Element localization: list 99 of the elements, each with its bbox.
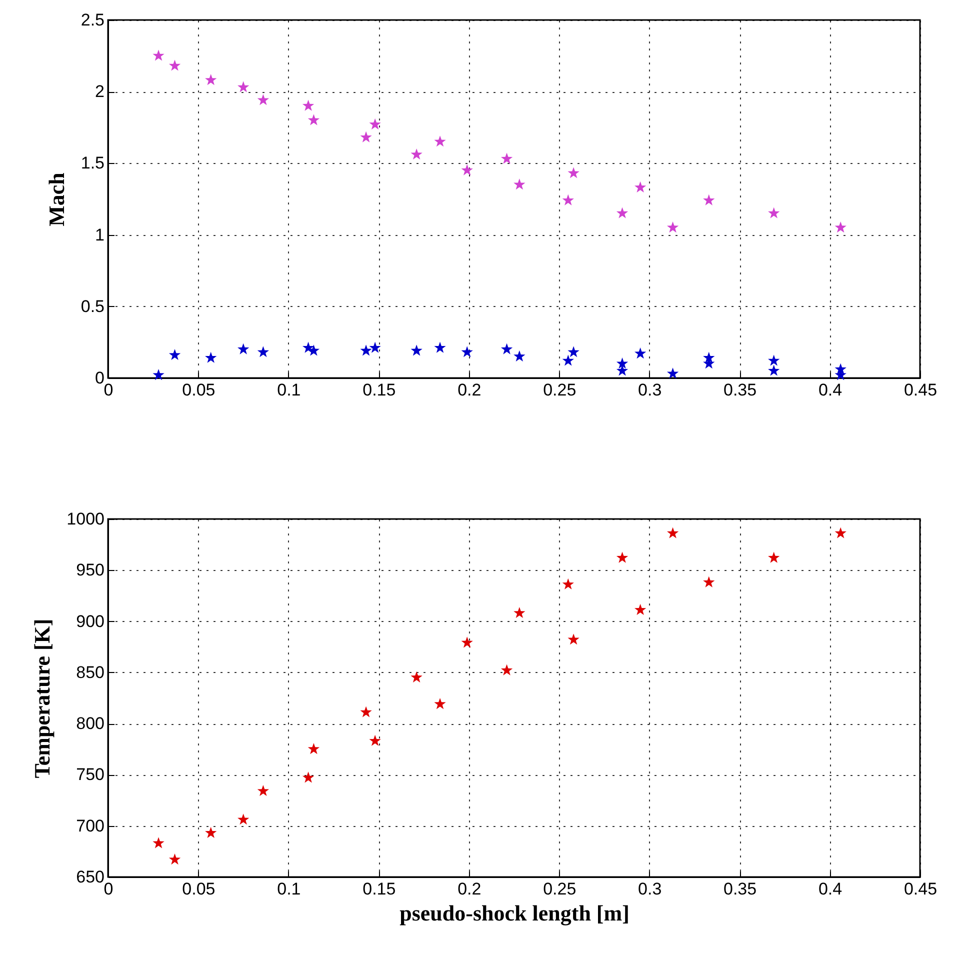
point <box>768 364 780 376</box>
point <box>360 706 372 718</box>
point <box>666 527 679 538</box>
y-tick-label: 900 <box>76 612 104 631</box>
y-tick-label: 950 <box>76 560 104 580</box>
x-tick-label: 0.25 <box>543 880 576 898</box>
x-tick-label: 0.45 <box>904 880 938 898</box>
point <box>238 814 250 825</box>
point <box>410 344 422 356</box>
point <box>703 194 715 206</box>
x-tick-label: 0.3 <box>638 880 662 898</box>
y-tick-label: 1 <box>95 225 104 244</box>
x-tick-label: 0.05 <box>182 880 216 898</box>
x-tick-label: 0.45 <box>904 380 938 400</box>
x-tick-label: 0.15 <box>362 380 396 400</box>
point <box>616 358 628 369</box>
point <box>666 368 679 379</box>
point <box>634 348 646 359</box>
point <box>616 207 628 218</box>
x-tick-label: 0.4 <box>818 880 842 898</box>
point <box>434 342 446 353</box>
point <box>500 152 513 164</box>
point <box>568 634 580 645</box>
point <box>168 348 181 360</box>
point <box>634 604 646 615</box>
point <box>360 131 372 142</box>
point <box>205 74 217 86</box>
y-tick-label: 650 <box>76 868 104 886</box>
y-tick-label: 2 <box>95 82 104 102</box>
point <box>369 118 381 130</box>
y-tick-label: 850 <box>76 662 104 682</box>
point <box>834 222 846 233</box>
point <box>308 114 320 126</box>
point <box>562 194 574 206</box>
point <box>666 222 679 233</box>
point <box>500 343 513 354</box>
x-tick-label: 0.35 <box>724 880 757 898</box>
point <box>514 606 526 618</box>
point <box>461 636 473 648</box>
x-tick-label: 0.2 <box>458 380 482 400</box>
y-tick-label: 700 <box>76 816 104 836</box>
y-tick-label: 1000 <box>66 510 104 528</box>
point <box>568 167 580 178</box>
x-tick-label: 0.35 <box>724 380 757 400</box>
x-axis-title: pseudo-shock length [m] <box>400 900 630 926</box>
point <box>500 664 513 676</box>
x-tick-label: 0.3 <box>638 380 662 400</box>
point <box>152 50 164 61</box>
x-tick-label: 0.2 <box>458 880 482 898</box>
y-tick-label: 750 <box>76 765 104 784</box>
point <box>768 354 780 366</box>
x-tick-label: 0.15 <box>362 880 396 898</box>
y-tick-label: 1.5 <box>80 154 104 173</box>
point <box>514 350 526 362</box>
point <box>308 743 320 754</box>
point <box>205 352 217 363</box>
point <box>434 136 446 147</box>
point <box>461 164 473 176</box>
point <box>369 342 381 353</box>
point <box>302 100 314 111</box>
x-tick-label: 0.4 <box>818 380 842 400</box>
y-axis-title: Temperature [K] <box>30 618 55 778</box>
x-tick-label: 0.1 <box>277 380 301 400</box>
point <box>152 369 164 380</box>
point <box>410 148 422 160</box>
point <box>238 343 250 354</box>
point <box>168 60 181 71</box>
y-tick-label: 0.5 <box>80 296 104 316</box>
point <box>703 576 715 588</box>
point <box>568 346 580 358</box>
point <box>168 853 181 865</box>
point <box>434 698 446 710</box>
point <box>257 94 270 106</box>
x-tick-label: 0.1 <box>277 880 301 898</box>
y-tick-label: 800 <box>76 714 104 734</box>
x-tick-label: 0.05 <box>182 380 216 400</box>
x-tick-label: 0.25 <box>543 380 576 400</box>
point <box>257 784 270 796</box>
point <box>514 178 526 190</box>
point <box>302 772 314 783</box>
point <box>152 837 164 848</box>
point <box>238 81 250 92</box>
point <box>834 527 846 538</box>
y-axis-title: Mach <box>44 172 69 226</box>
point <box>562 578 574 590</box>
point <box>410 671 422 682</box>
point <box>205 826 217 838</box>
point <box>369 734 381 746</box>
point <box>616 552 628 563</box>
y-tick-label: 2.5 <box>80 10 104 30</box>
point <box>461 346 473 358</box>
point <box>616 364 628 376</box>
point <box>768 207 780 218</box>
point <box>257 346 270 358</box>
point <box>360 344 372 356</box>
point <box>634 181 646 192</box>
point <box>562 354 574 366</box>
point <box>768 552 780 563</box>
y-tick-label: 0 <box>95 368 104 388</box>
